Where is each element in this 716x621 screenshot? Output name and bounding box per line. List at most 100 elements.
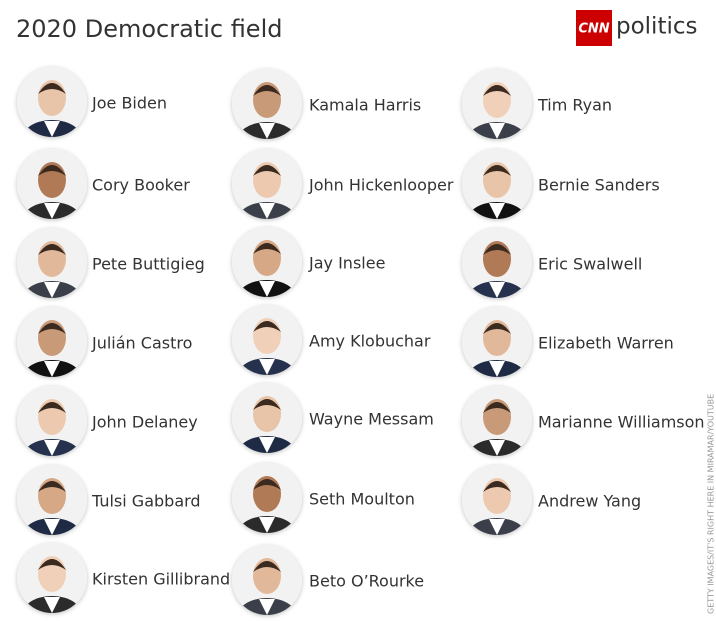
candidate-name: Jay Inslee	[308, 254, 385, 273]
shoulders	[465, 281, 529, 298]
shoulders	[20, 439, 84, 456]
candidate-name: Andrew Yang	[538, 492, 641, 511]
logo-box	[576, 10, 612, 46]
shoulders	[235, 436, 299, 453]
shirt	[489, 123, 505, 139]
shoulders	[20, 360, 84, 377]
candidate-photo	[235, 476, 299, 533]
candidate-name: Elizabeth Warren	[538, 334, 674, 353]
hair	[483, 85, 511, 96]
hair	[38, 165, 66, 176]
hair	[253, 561, 281, 572]
shoulders	[465, 360, 529, 377]
candidate-name: Joe Biden	[91, 94, 167, 113]
shirt	[44, 597, 60, 613]
hair	[38, 402, 66, 413]
candidate-name: Kirsten Gillibrand	[92, 570, 230, 589]
shoulders	[20, 596, 84, 613]
shoulders	[235, 202, 299, 219]
shirt	[489, 282, 505, 298]
candidate-photo	[20, 241, 84, 298]
candidate-photo	[465, 478, 529, 535]
candidate-name: Pete Buttigieg	[92, 255, 205, 274]
candidate-photo	[235, 82, 299, 139]
shirt	[259, 599, 275, 615]
candidate-photo	[20, 399, 84, 456]
shirt	[44, 203, 60, 219]
logo-section: politics	[616, 14, 698, 40]
candidate-photo	[235, 240, 299, 297]
shoulders	[20, 281, 84, 298]
shirt	[489, 519, 505, 535]
hair	[38, 244, 66, 255]
shirt	[259, 123, 275, 139]
hair	[253, 85, 281, 96]
candidate-photo	[20, 162, 84, 219]
shirt	[44, 519, 60, 535]
hair	[38, 83, 66, 94]
candidate-photo	[235, 558, 299, 615]
shirt	[259, 437, 275, 453]
shoulders	[20, 120, 84, 137]
hair	[483, 481, 511, 492]
shirt	[44, 440, 60, 456]
candidate-name: Cory Booker	[92, 176, 190, 195]
candidate-name: John Hickenlooper	[308, 176, 454, 195]
shoulders	[465, 518, 529, 535]
candidate-photo	[20, 80, 84, 137]
hair	[38, 323, 66, 334]
candidate-photo	[465, 241, 529, 298]
hair	[483, 402, 511, 413]
candidate-name: Eric Swalwell	[538, 255, 642, 274]
shoulders	[235, 280, 299, 297]
logo-brand: CNN	[578, 22, 609, 37]
title: 2020 Democratic field	[16, 15, 282, 43]
shirt	[44, 282, 60, 298]
candidate-photo	[235, 162, 299, 219]
candidate-name: Wayne Messam	[309, 410, 434, 429]
candidate-photo	[235, 318, 299, 375]
hair	[253, 321, 281, 332]
shoulders	[20, 518, 84, 535]
hair	[483, 165, 511, 176]
hair	[253, 399, 281, 410]
hair	[253, 243, 281, 254]
candidate-name: John Delaney	[91, 413, 198, 432]
candidate-photo	[235, 396, 299, 453]
candidate-name: Seth Moulton	[309, 490, 415, 509]
photo-credit: GETTY IMAGES/IT'S RIGHT HERE IN MIRAMAR/…	[707, 394, 716, 614]
shirt	[44, 361, 60, 377]
shirt	[44, 121, 60, 137]
candidate-name: Beto O’Rourke	[309, 572, 424, 591]
candidate-photo	[20, 320, 84, 377]
candidate-photo	[20, 478, 84, 535]
candidate-photo	[465, 162, 529, 219]
candidate-name: Julián Castro	[91, 334, 192, 353]
shirt	[259, 281, 275, 297]
shoulders	[235, 516, 299, 533]
shoulders	[465, 202, 529, 219]
candidate-name: Tulsi Gabbard	[91, 492, 201, 511]
shirt	[259, 359, 275, 375]
shoulders	[20, 202, 84, 219]
shirt	[489, 440, 505, 456]
shoulders	[235, 122, 299, 139]
hair	[38, 481, 66, 492]
candidate-photo	[465, 399, 529, 456]
shoulders	[235, 358, 299, 375]
candidate-name: Kamala Harris	[309, 96, 421, 115]
shirt	[259, 203, 275, 219]
shirt	[489, 361, 505, 377]
hair	[483, 323, 511, 334]
candidate-name: Tim Ryan	[537, 96, 612, 115]
hair	[253, 479, 281, 490]
shirt	[489, 203, 505, 219]
hair	[483, 244, 511, 255]
shoulders	[235, 598, 299, 615]
candidate-photo	[465, 320, 529, 377]
candidate-name: Bernie Sanders	[538, 176, 660, 195]
shoulders	[465, 122, 529, 139]
candidate-name: Amy Klobuchar	[309, 332, 431, 351]
hair	[38, 559, 66, 570]
